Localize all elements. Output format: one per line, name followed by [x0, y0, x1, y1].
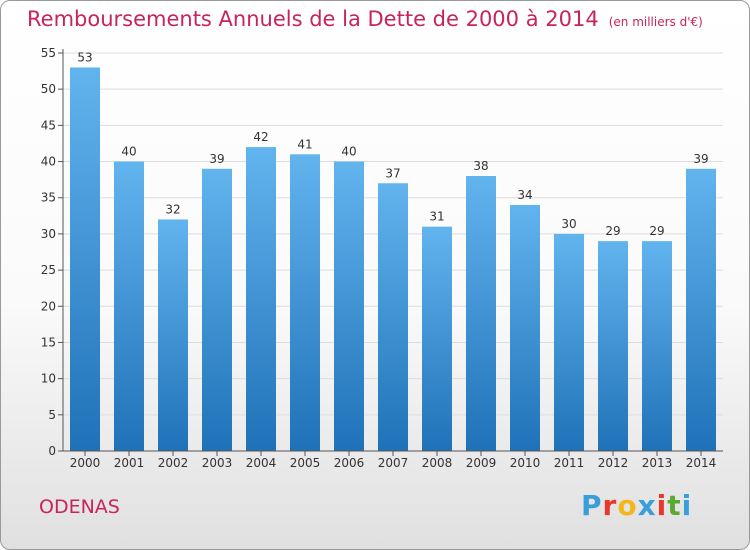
y-tick-label: 15: [41, 335, 56, 349]
value-label-2012: 29: [605, 224, 620, 238]
labels-layer: 53 40 32 39 42 41 40 37 31 38 34 30 29 29 39: [77, 50, 708, 238]
value-label-2009: 38: [473, 159, 488, 173]
y-tick-label: 40: [41, 155, 56, 169]
y-tick-label: 50: [41, 82, 56, 96]
x-tick-label-2008: 2008: [422, 456, 453, 470]
logo-letter: P: [581, 489, 603, 522]
value-label-2013: 29: [649, 224, 664, 238]
bars-layer: [70, 67, 716, 452]
bar-2008: [422, 226, 452, 451]
y-tick-label: 55: [41, 46, 56, 60]
y-tick-label: 20: [41, 299, 56, 313]
value-label-2014: 39: [693, 152, 708, 166]
value-label-2006: 40: [341, 145, 356, 159]
x-tick-label-2012: 2012: [598, 456, 629, 470]
value-label-2000: 53: [77, 50, 92, 64]
value-label-2004: 42: [253, 130, 268, 144]
bar-2003: [202, 168, 232, 452]
value-label-2008: 31: [429, 210, 444, 224]
x-tick-label-2006: 2006: [334, 456, 365, 470]
bar-2006: [334, 161, 364, 451]
city-name: ODENAS: [39, 496, 120, 518]
x-tick-label-2007: 2007: [378, 456, 409, 470]
x-tick-label-2013: 2013: [642, 456, 673, 470]
logo-letter: r: [602, 489, 618, 522]
bar-2012: [598, 241, 628, 451]
x-tick-label-2005: 2005: [290, 456, 321, 470]
y-tick-label: 45: [41, 118, 56, 132]
value-label-2003: 39: [209, 152, 224, 166]
chart-unit: (en milliers d'€): [608, 15, 703, 29]
value-label-2011: 30: [561, 217, 576, 231]
value-label-2002: 32: [165, 202, 180, 216]
y-tick-label: 35: [41, 191, 56, 205]
bar-2011: [554, 233, 584, 451]
x-tick-label-2002: 2002: [158, 456, 189, 470]
logo-letter: t: [667, 489, 682, 522]
x-tick-label-2000: 2000: [70, 456, 101, 470]
x-tick-label-2001: 2001: [114, 456, 145, 470]
logo-letter: x: [637, 489, 657, 522]
x-tick-label-2003: 2003: [202, 456, 233, 470]
chart-title-text: Remboursements Annuels de la Dette de 20…: [27, 7, 599, 31]
axis-layer: 0 5 10 15 20 25 30 35 40 45 50 55 2000 2001 2002 2003 20…: [41, 46, 723, 470]
value-label-2001: 40: [121, 145, 136, 159]
x-tick-label-2014: 2014: [686, 456, 717, 470]
logo-letter: i: [681, 489, 693, 522]
chart-title: Remboursements Annuels de la Dette de 20…: [27, 7, 703, 31]
bar-2001: [114, 161, 144, 451]
bar-2009: [466, 176, 496, 451]
value-label-2007: 37: [385, 166, 400, 180]
y-tick-label: 0: [48, 444, 56, 458]
proxiti-logo: Proxiti: [581, 489, 692, 522]
bar-2002: [158, 219, 188, 451]
bar-2013: [642, 241, 672, 451]
logo-letter: i: [656, 489, 668, 522]
y-tick-label: 5: [48, 408, 56, 422]
y-tick-label: 10: [41, 372, 56, 386]
x-tick-label-2011: 2011: [554, 456, 585, 470]
logo-letter: o: [617, 489, 638, 522]
y-tick-label: 30: [41, 227, 56, 241]
bar-2007: [378, 183, 408, 451]
bar-2004: [246, 147, 276, 451]
value-label-2005: 41: [297, 137, 312, 151]
bar-2014: [686, 168, 716, 452]
bar-2005: [290, 154, 320, 452]
y-tick-label: 25: [41, 263, 56, 277]
bar-2000: [70, 67, 100, 452]
value-label-2010: 34: [517, 188, 532, 202]
bar-2010: [510, 204, 540, 451]
x-tick-label-2010: 2010: [510, 456, 541, 470]
x-tick-label-2004: 2004: [246, 456, 277, 470]
x-tick-label-2009: 2009: [466, 456, 497, 470]
